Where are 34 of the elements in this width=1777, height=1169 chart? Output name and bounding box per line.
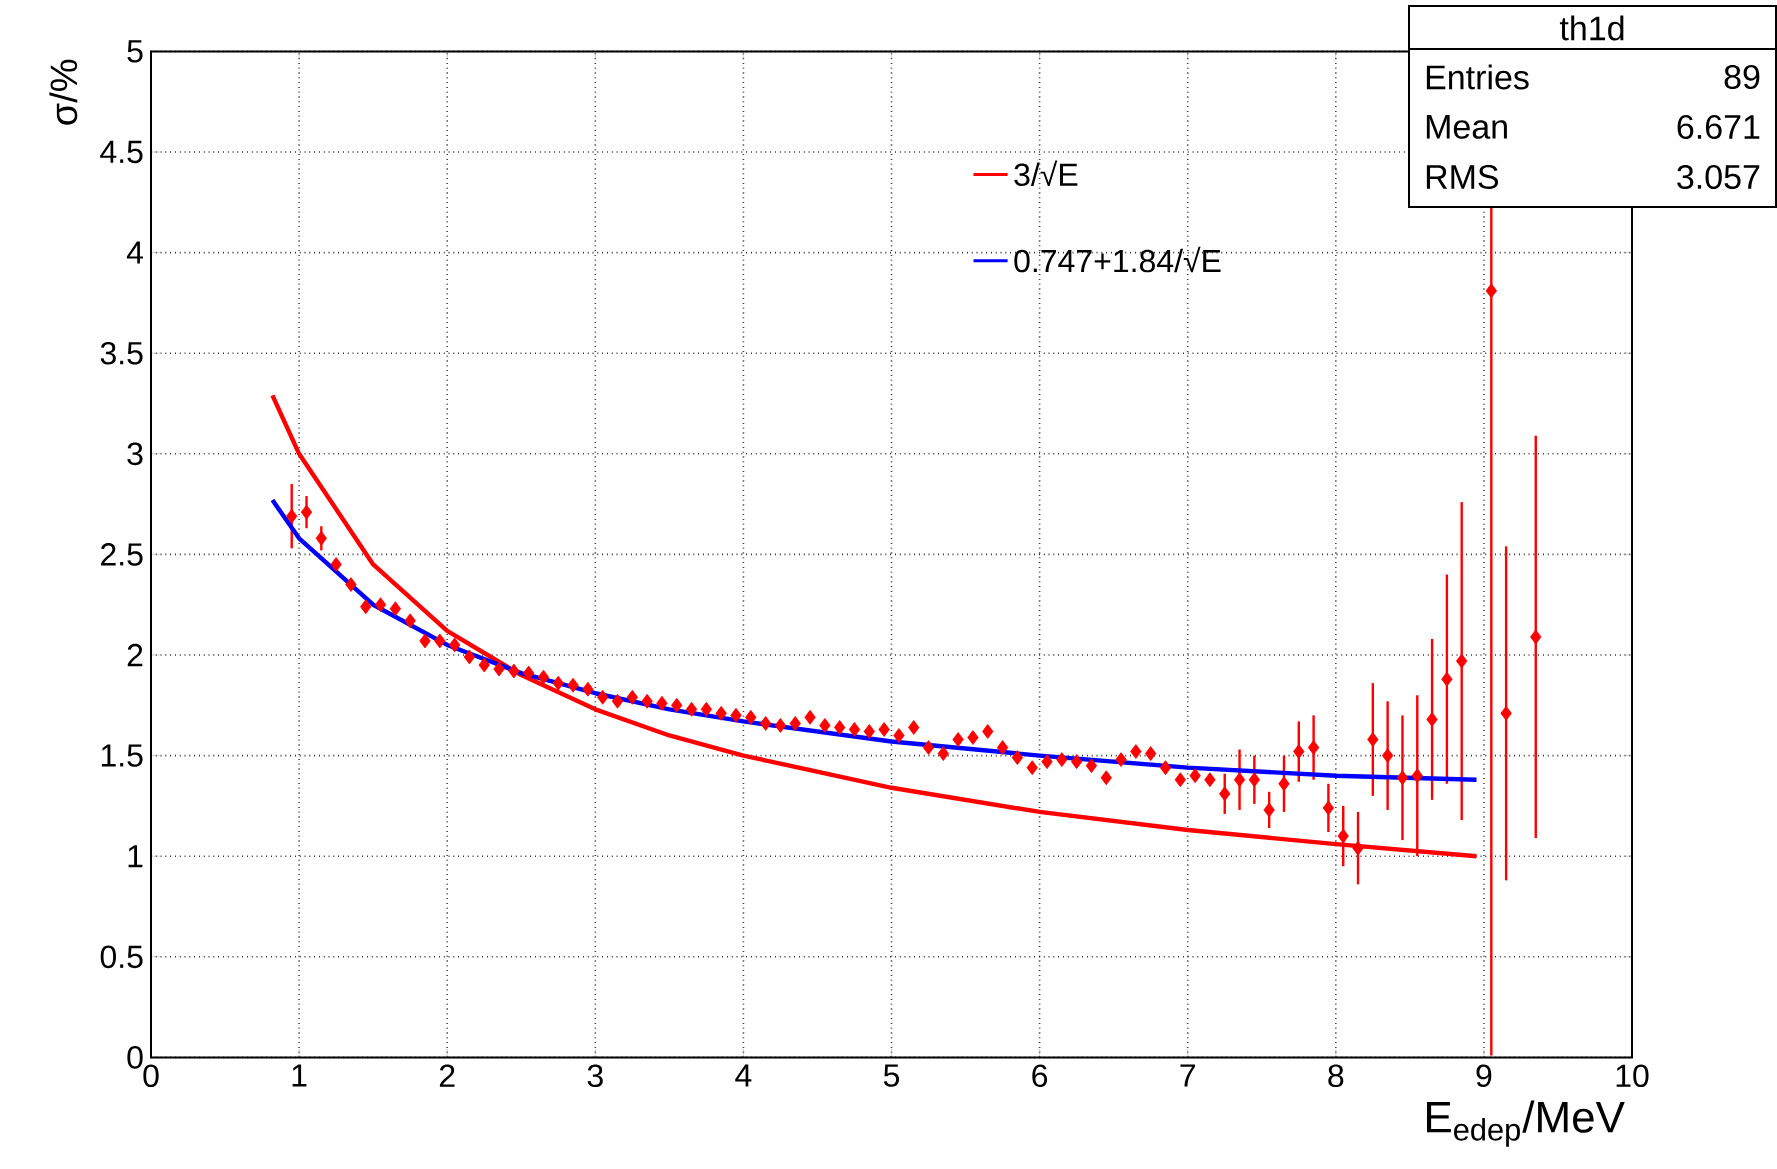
y-tick-label: 5 (127, 40, 143, 63)
annotation: Mean (1426, 115, 1507, 139)
y-tick-label: 1.5 (101, 744, 143, 767)
x-tick-label: 0 (143, 1064, 159, 1088)
text: 89 (1724, 64, 1760, 90)
x-tick-label: 4 (735, 1064, 752, 1087)
y-tick-label: 0 (127, 1046, 143, 1069)
x-tick-label: 9 (1476, 1064, 1492, 1088)
x-tick-label: 7 (1180, 1064, 1195, 1087)
x-tick-label: 1 (292, 1064, 307, 1087)
text: 6.671 (1677, 114, 1760, 140)
x-tick-label: 6 (1032, 1064, 1048, 1088)
text: 3.057 (1677, 164, 1760, 190)
y-tick-label: 0.5 (100, 945, 143, 969)
annotation: Entries (1426, 64, 1529, 90)
line-series (270, 497, 1479, 782)
x-tick-label: 3 (587, 1064, 603, 1088)
x-axis-title: E$_{edep}$/MeV (1426, 1100, 1625, 1147)
x-tick-label: 8 (1328, 1064, 1344, 1088)
text: th1d (1559, 15, 1624, 41)
x-tick-label: 2 (439, 1064, 455, 1087)
legend-label: 3/√E (1014, 160, 1078, 187)
y-tick-label: 4 (126, 241, 143, 264)
annotation: RMS (1426, 164, 1499, 190)
y-tick-label: 3 (127, 442, 143, 466)
y-tick-label: 4.5 (100, 140, 143, 164)
y-tick-label: 2 (127, 643, 143, 667)
x-tick-label: 10 (1616, 1064, 1649, 1088)
y-tick-label: 3.5 (100, 341, 143, 365)
y-axis-title: σ/% (49, 59, 78, 125)
x-tick-label: 5 (883, 1064, 900, 1087)
y-tick-label: 2.5 (101, 543, 143, 566)
legend-label: 0.747+1.84/√E (1014, 246, 1221, 273)
y-tick-label: 1 (128, 845, 143, 868)
